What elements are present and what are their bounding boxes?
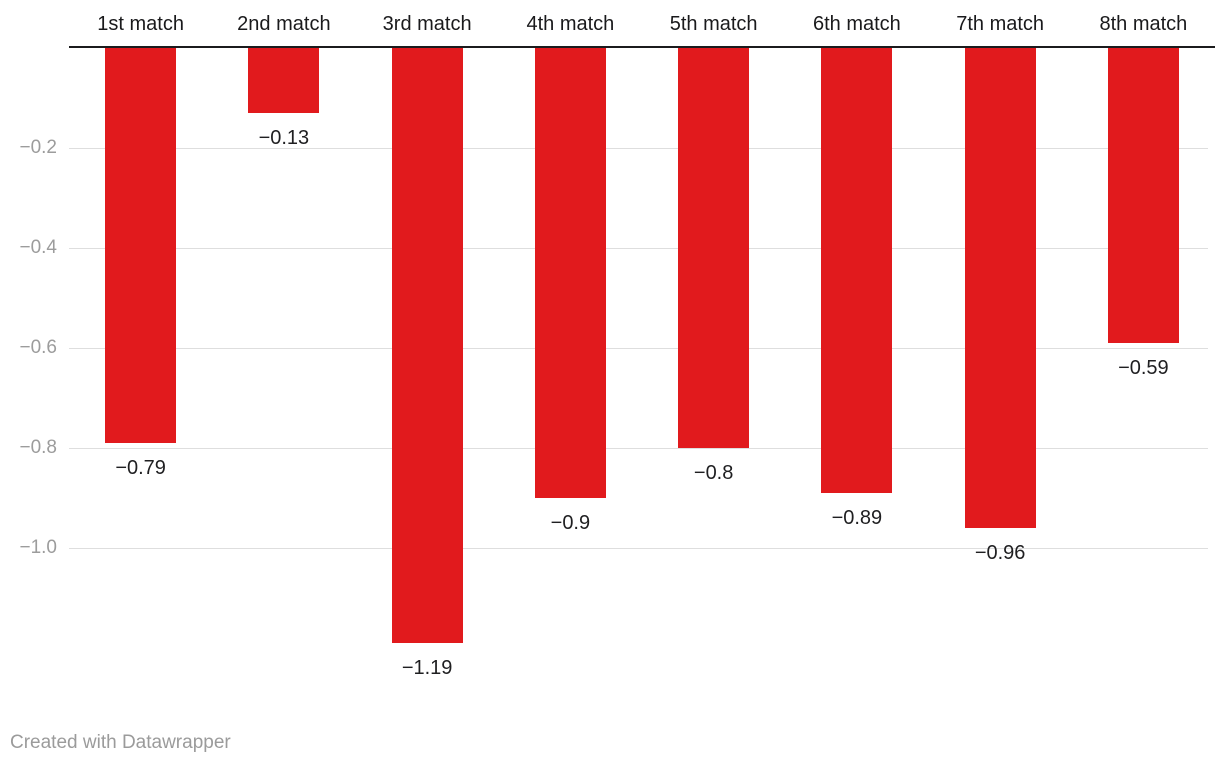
category-label: 1st match xyxy=(97,13,184,35)
bar[interactable] xyxy=(678,48,750,448)
y-axis-tick-label: −0.2 xyxy=(19,137,57,158)
bar[interactable] xyxy=(821,48,893,493)
y-gridline xyxy=(69,548,1208,549)
bar-value-label: −0.96 xyxy=(974,542,1026,564)
y-axis-tick-label: −0.4 xyxy=(19,237,57,258)
y-axis-tick-label: −1.0 xyxy=(19,537,57,558)
bar[interactable] xyxy=(1107,48,1179,343)
bar[interactable] xyxy=(534,48,606,498)
category-label: 3rd match xyxy=(382,13,472,35)
bar-value-label: −0.13 xyxy=(258,127,310,149)
category-label: 8th match xyxy=(1099,13,1188,35)
bar[interactable] xyxy=(105,48,177,443)
bar-value-label: −0.9 xyxy=(550,512,591,534)
bar-value-label: −0.79 xyxy=(115,457,166,479)
bar[interactable] xyxy=(391,48,463,643)
bar-value-label: −0.8 xyxy=(693,462,734,484)
bar-value-label: −0.89 xyxy=(831,507,883,529)
zero-baseline xyxy=(69,46,1215,48)
y-gridline xyxy=(69,148,1208,149)
y-gridline xyxy=(69,348,1208,349)
category-label: 4th match xyxy=(526,13,615,35)
attribution-text: Created with Datawrapper xyxy=(10,732,231,753)
bar[interactable] xyxy=(964,48,1036,528)
bar[interactable] xyxy=(248,48,320,113)
y-gridline xyxy=(69,248,1208,249)
y-axis-tick-label: −0.6 xyxy=(19,337,57,358)
category-label: 2nd match xyxy=(237,13,331,35)
y-axis-tick-label: −0.8 xyxy=(19,437,57,458)
y-gridline xyxy=(69,448,1208,449)
category-label: 6th match xyxy=(812,13,901,35)
bar-value-label: −0.59 xyxy=(1118,357,1169,379)
category-label: 5th match xyxy=(669,13,758,35)
bar-value-label: −1.19 xyxy=(401,657,453,679)
category-label: 7th match xyxy=(956,13,1045,35)
